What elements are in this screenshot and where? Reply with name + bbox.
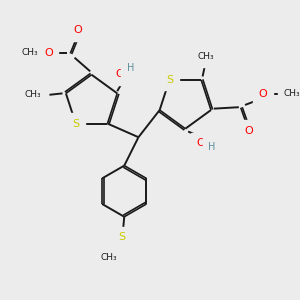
Text: O: O: [196, 139, 205, 148]
Text: O: O: [244, 125, 253, 136]
Text: CH₃: CH₃: [100, 253, 117, 262]
Text: O: O: [44, 48, 53, 58]
Text: CH₃: CH₃: [24, 90, 41, 99]
Text: CH₃: CH₃: [283, 89, 300, 98]
Text: S: S: [72, 118, 79, 128]
Text: O: O: [74, 25, 82, 35]
Text: S: S: [118, 232, 125, 242]
Text: H: H: [127, 63, 134, 73]
Text: CH₃: CH₃: [198, 52, 214, 61]
Text: S: S: [166, 75, 173, 85]
Text: CH₃: CH₃: [21, 48, 38, 57]
Text: O: O: [116, 69, 124, 79]
Text: O: O: [258, 89, 267, 99]
Text: H: H: [208, 142, 215, 152]
